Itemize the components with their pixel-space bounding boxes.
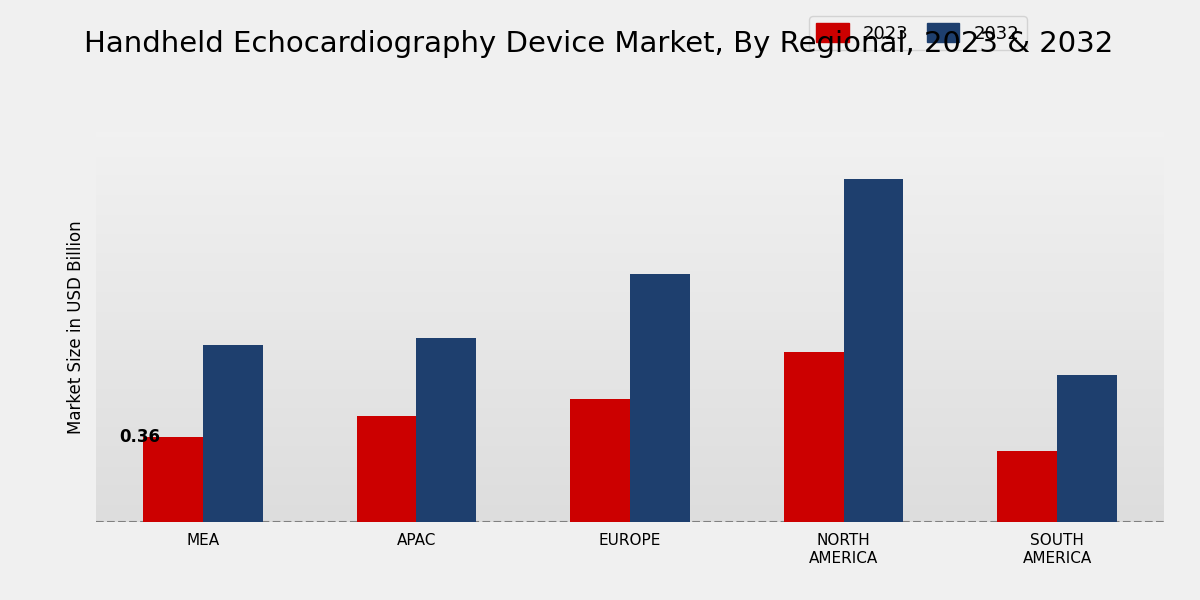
- Bar: [356, 416, 416, 522]
- Bar: [143, 437, 203, 522]
- Y-axis label: Market Size in USD Billion: Market Size in USD Billion: [67, 220, 85, 434]
- Bar: [784, 352, 844, 522]
- Bar: [203, 345, 263, 522]
- Legend: 2023, 2032: 2023, 2032: [809, 16, 1027, 50]
- Bar: [844, 179, 904, 522]
- Bar: [570, 399, 630, 522]
- Bar: [630, 274, 690, 522]
- Text: Handheld Echocardiography Device Market, By Regional, 2023 & 2032: Handheld Echocardiography Device Market,…: [84, 30, 1114, 58]
- Bar: [416, 338, 476, 522]
- Bar: [997, 451, 1057, 522]
- Bar: [1057, 376, 1117, 522]
- Text: 0.36: 0.36: [119, 428, 160, 446]
